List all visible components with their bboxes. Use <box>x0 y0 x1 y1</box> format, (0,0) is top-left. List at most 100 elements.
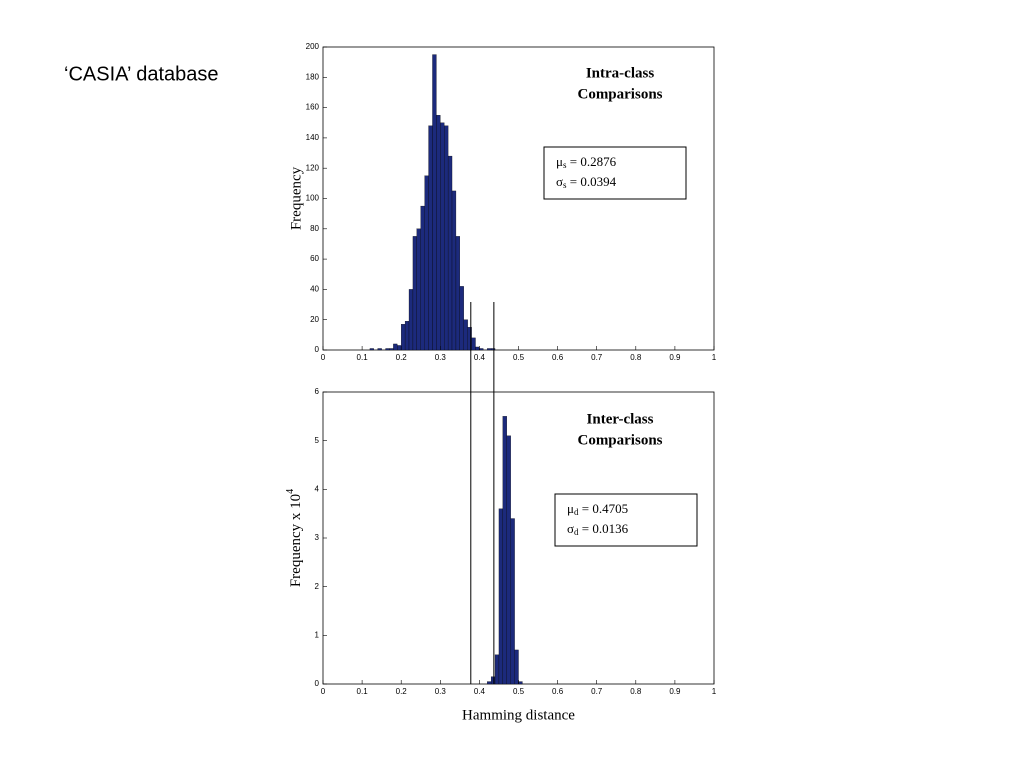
histogram-bar <box>444 125 449 351</box>
y-label-text: Frequency x 10 <box>288 494 304 587</box>
stat-value: = 0.0136 <box>579 521 629 536</box>
y-tick-label: 1 <box>315 630 320 639</box>
x-tick-label: 0.2 <box>396 687 408 696</box>
histogram-bar <box>436 115 441 351</box>
stat-subscript: d <box>574 527 579 537</box>
stat-line: μd = 0.4705 <box>567 501 628 517</box>
histogram-bar <box>487 348 492 351</box>
histogram-bar <box>498 508 504 685</box>
stat-value: = 0.2876 <box>567 154 617 169</box>
x-tick-label: 0.7 <box>591 687 603 696</box>
y-tick-label: 0 <box>315 679 320 688</box>
histogram-bar <box>514 649 519 685</box>
slide-title: ‘CASIA’ database <box>64 63 219 85</box>
y-tick-label: 80 <box>310 224 319 233</box>
histogram-bar <box>479 348 484 351</box>
histogram-bar <box>518 681 523 685</box>
x-tick-label: 0.4 <box>474 353 486 362</box>
x-tick-label: 1 <box>712 353 717 362</box>
stat-subscript: s <box>563 160 567 170</box>
stat-value: = 0.4705 <box>578 501 628 516</box>
x-axis-label: Hamming distance <box>462 707 575 723</box>
stat-line: σs = 0.0394 <box>556 174 617 190</box>
x-tick-label: 0.5 <box>513 353 525 362</box>
x-tick-label: 0.3 <box>435 687 447 696</box>
stat-symbol: μ <box>556 154 563 169</box>
histogram-bar <box>440 122 445 351</box>
histogram-bar <box>490 676 496 685</box>
stat-value: = 0.0394 <box>567 174 617 189</box>
histogram-bar <box>463 319 468 351</box>
histogram-bar <box>471 337 476 351</box>
y-tick-label: 200 <box>306 42 320 51</box>
y-tick-label: 60 <box>310 254 319 263</box>
y-tick-label: 40 <box>310 285 319 294</box>
annotation: Inter-class <box>587 411 654 427</box>
histogram-bar <box>432 54 437 351</box>
stat-line: σd = 0.0136 <box>567 521 629 537</box>
histogram-bar <box>506 435 511 685</box>
y-tick-label: 100 <box>306 194 320 203</box>
y-axis-label: Frequency x 104 <box>285 489 304 587</box>
histogram-bar <box>393 343 398 351</box>
histogram-bar <box>447 155 453 351</box>
histogram-bar <box>510 518 515 685</box>
histogram-bar <box>416 228 421 351</box>
x-tick-label: 0.1 <box>357 353 369 362</box>
x-tick-label: 0.8 <box>630 353 642 362</box>
y-tick-label: 3 <box>315 533 320 542</box>
stat-symbol: σ <box>567 521 574 536</box>
histogram-bar <box>408 289 414 351</box>
x-tick-label: 0.1 <box>357 687 369 696</box>
x-tick-label: 0.2 <box>396 353 408 362</box>
stat-subscript: d <box>574 507 579 517</box>
x-tick-label: 0.6 <box>552 353 564 362</box>
x-tick-label: 1 <box>712 687 717 696</box>
y-tick-label: 180 <box>306 72 320 81</box>
histogram-bar <box>401 324 406 351</box>
x-tick-label: 0.6 <box>552 687 564 696</box>
histogram-bar <box>455 236 461 351</box>
y-label-exponent: 4 <box>285 489 296 494</box>
x-tick-label: 0.9 <box>669 353 681 362</box>
stat-symbol: σ <box>556 174 563 189</box>
histogram-bar <box>369 348 374 351</box>
stats-box <box>543 146 687 200</box>
x-tick-label: 0.9 <box>669 687 681 696</box>
histogram-bar <box>459 286 464 351</box>
annotation: Intra-class <box>586 65 654 81</box>
stat-subscript: s <box>563 180 567 190</box>
y-tick-label: 0 <box>315 345 320 354</box>
x-tick-label: 0.4 <box>474 687 486 696</box>
histogram-bar <box>502 416 507 685</box>
stats-box <box>554 493 698 547</box>
histogram-bar <box>385 348 390 351</box>
x-tick-label: 0 <box>321 353 326 362</box>
histogram-bar <box>424 175 429 351</box>
annotation: Comparisons <box>577 432 662 448</box>
histogram-bar <box>420 205 425 351</box>
x-tick-label: 0.7 <box>591 353 603 362</box>
histogram-bar <box>494 654 500 685</box>
histogram-bar <box>412 236 417 351</box>
x-tick-label: 0.3 <box>435 353 447 362</box>
stat-symbol: μ <box>567 501 574 516</box>
histogram-bar <box>490 348 496 351</box>
y-axis-label: Frequency <box>288 166 304 230</box>
y-tick-label: 140 <box>306 133 320 142</box>
y-tick-label: 160 <box>306 103 320 112</box>
histogram-bar <box>397 345 402 351</box>
histogram-bar <box>487 681 492 685</box>
histogram-bar <box>404 321 410 351</box>
y-tick-label: 6 <box>315 387 320 396</box>
y-tick-label: 2 <box>315 582 320 591</box>
y-tick-label: 4 <box>315 484 320 493</box>
histogram-bar <box>389 348 394 351</box>
y-tick-label: 5 <box>315 436 320 445</box>
x-tick-label: 0.5 <box>513 687 525 696</box>
x-tick-label: 0.8 <box>630 687 642 696</box>
histogram-bar <box>428 125 433 351</box>
stat-line: μs = 0.2876 <box>556 154 617 170</box>
histogram-bar <box>475 346 480 351</box>
